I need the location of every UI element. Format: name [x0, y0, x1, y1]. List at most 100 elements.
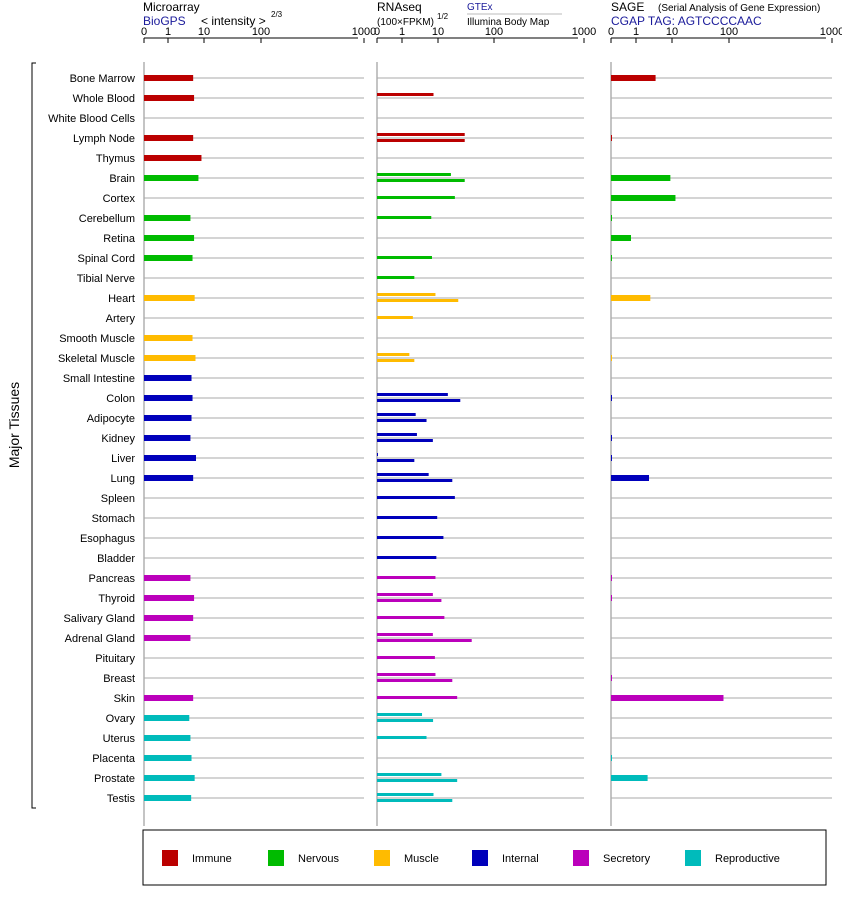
gtex-bar: [377, 713, 423, 716]
tissue-label: Spinal Cord: [78, 253, 135, 265]
rnaseq-tick-label-0: 0: [374, 26, 380, 38]
y-axis-label: Major Tissues: [6, 382, 22, 468]
tissue-label: Kidney: [101, 433, 135, 445]
tissue-label: Lung: [111, 473, 135, 485]
tissue-label: Colon: [106, 393, 135, 405]
microarray-bar: [144, 715, 190, 721]
tissue-label: Cortex: [103, 193, 136, 205]
tissue-label: Skin: [114, 693, 135, 705]
illumina-bar: [377, 719, 434, 722]
illumina-bar: [377, 479, 453, 482]
illumina-bar: [377, 799, 453, 802]
tissue-label: Pancreas: [89, 573, 136, 585]
legend-swatch-immune: [162, 850, 178, 866]
illumina-bar: [377, 419, 427, 422]
microarray-bar: [144, 75, 194, 81]
gtex-label: GTEx: [467, 2, 493, 13]
illumina-bar: [377, 696, 458, 699]
microarray-bar: [144, 215, 191, 221]
legend-swatch-nervous: [268, 850, 284, 866]
illumina-bar: [377, 516, 438, 519]
sage-subtitle: (Serial Analysis of Gene Expression): [658, 3, 820, 14]
gtex-bar: [377, 173, 451, 176]
rnaseq-unit-exp: 1/2: [437, 12, 449, 21]
tissue-label: Artery: [106, 313, 136, 325]
microarray-bar: [144, 755, 192, 761]
illumina-bar: [377, 576, 436, 579]
sage-bar: [611, 695, 724, 701]
microarray-unit: < intensity >: [201, 14, 266, 28]
sage-bar: [611, 235, 631, 241]
microarray-bar: [144, 415, 192, 421]
illumina-bar: [377, 536, 444, 539]
microarray-bar: [144, 475, 194, 481]
y-axis-bracket: [31, 62, 36, 809]
tissue-label: Esophagus: [80, 533, 136, 545]
tissue-label: Lymph Node: [73, 133, 135, 145]
microarray-bar: [144, 355, 196, 361]
illumina-bar: [377, 299, 459, 302]
tissue-label: Ovary: [106, 713, 136, 725]
sage-bar: [611, 455, 612, 461]
microarray-unit-exp: 2/3: [271, 10, 283, 19]
microarray-tick-label-0: 0: [141, 26, 147, 38]
illumina-bar: [377, 216, 432, 219]
sage-tick-label-100: 100: [720, 26, 738, 38]
legend-swatch-reproductive: [685, 850, 701, 866]
microarray-bar: [144, 795, 192, 801]
tissue-label: Prostate: [94, 773, 135, 785]
microarray-bar: [144, 95, 195, 101]
tissue-label: Liver: [111, 453, 135, 465]
tissue-label: Uterus: [103, 733, 136, 745]
illumina-bar: [377, 359, 415, 362]
rnaseq-title: RNAseq: [377, 0, 422, 14]
tissue-label: Thymus: [96, 153, 136, 165]
tissue-label: Pituitary: [95, 653, 135, 665]
illumina-bar: [377, 139, 465, 142]
microarray-bar: [144, 295, 195, 301]
rnaseq-tick-label-10: 10: [432, 26, 444, 38]
sage-tick-label-1000: 1000: [820, 26, 842, 38]
illumina-bar: [377, 599, 442, 602]
sage-bar: [611, 395, 612, 401]
tissue-label: Adipocyte: [87, 413, 135, 425]
gtex-bar: [377, 633, 433, 636]
tissue-label: Small Intestine: [63, 373, 135, 385]
sage-bar: [611, 575, 612, 581]
microarray-bar: [144, 175, 199, 181]
tissue-label: Skeletal Muscle: [58, 353, 135, 365]
illumina-label: Illumina Body Map: [467, 17, 550, 28]
sage-tick-label-1: 1: [633, 26, 639, 38]
sage-bar: [611, 255, 612, 261]
illumina-bar: [377, 276, 415, 279]
sage-bar: [611, 295, 651, 301]
microarray-bar: [144, 695, 194, 701]
microarray-source: BioGPS: [143, 14, 186, 28]
gtex-bar: [377, 593, 433, 596]
legend-label-nervous: Nervous: [298, 853, 339, 865]
sage-bar: [611, 595, 612, 601]
illumina-bar: [377, 556, 437, 559]
illumina-bar: [377, 639, 472, 642]
tissue-label: Smooth Muscle: [59, 333, 135, 345]
tissue-label: Adrenal Gland: [65, 633, 135, 645]
sage-bar: [611, 475, 650, 481]
microarray-bar: [144, 595, 195, 601]
sage-bar: [611, 175, 671, 181]
gtex-bar: [377, 473, 429, 476]
microarray-title: Microarray: [143, 0, 200, 14]
tissue-label: Salivary Gland: [63, 613, 135, 625]
sage-bar: [611, 755, 612, 761]
gtex-bar: [377, 433, 417, 436]
microarray-tick-label-10: 10: [198, 26, 210, 38]
gtex-bar: [377, 353, 410, 356]
gtex-bar: [377, 93, 434, 96]
sage-title: SAGE: [611, 0, 644, 14]
rnaseq-tick-label-1: 1: [399, 26, 405, 38]
microarray-bar: [144, 155, 202, 161]
sage-tag: CGAP TAG: AGTCCCCAAC: [611, 14, 762, 28]
illumina-bar: [377, 196, 455, 199]
microarray-bar: [144, 615, 194, 621]
legend-swatch-internal: [472, 850, 488, 866]
